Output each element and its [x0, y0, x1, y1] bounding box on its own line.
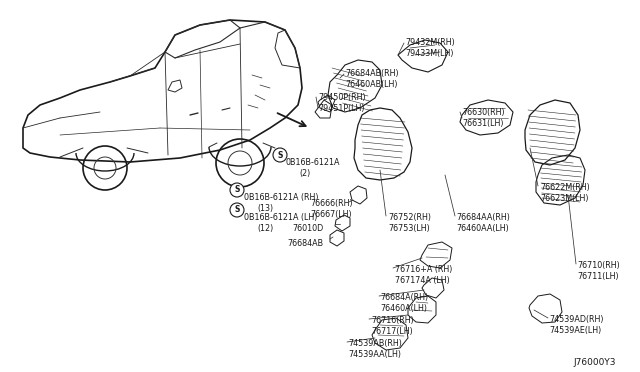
Text: 76716(RH): 76716(RH) [371, 316, 413, 325]
Text: 76716+A (RH): 76716+A (RH) [395, 265, 452, 274]
Text: 0B16B-6121A (RH): 0B16B-6121A (RH) [244, 193, 319, 202]
Text: 76710(RH): 76710(RH) [577, 261, 620, 270]
Text: S: S [277, 151, 283, 160]
Text: 76460AA(LH): 76460AA(LH) [456, 224, 509, 233]
Text: 74539AA(LH): 74539AA(LH) [348, 350, 401, 359]
Text: 79450P(RH): 79450P(RH) [318, 93, 365, 102]
Text: 79433M(LH): 79433M(LH) [405, 49, 454, 58]
Text: 76623M(LH): 76623M(LH) [540, 194, 589, 203]
Text: 76667(LH): 76667(LH) [310, 210, 351, 219]
Text: 76717(LH): 76717(LH) [371, 327, 413, 336]
Text: (12): (12) [257, 224, 273, 233]
Text: 0B16B-6121A: 0B16B-6121A [286, 158, 340, 167]
Text: 74539AB(RH): 74539AB(RH) [348, 339, 402, 348]
Text: 79432M(RH): 79432M(RH) [405, 38, 455, 47]
Text: 74539AE(LH): 74539AE(LH) [549, 326, 601, 335]
Text: 76460AB(LH): 76460AB(LH) [345, 80, 397, 89]
Text: 76684AA(RH): 76684AA(RH) [456, 213, 510, 222]
Text: 76752(RH): 76752(RH) [388, 213, 431, 222]
Circle shape [230, 183, 244, 197]
Text: S: S [234, 186, 240, 195]
Text: (2): (2) [299, 169, 310, 178]
Text: 0B16B-6121A (LH): 0B16B-6121A (LH) [244, 213, 317, 222]
Text: 76622M(RH): 76622M(RH) [540, 183, 589, 192]
Text: 76666(RH): 76666(RH) [310, 199, 353, 208]
Text: 76630(RH): 76630(RH) [462, 108, 504, 117]
Text: 76631(LH): 76631(LH) [462, 119, 504, 128]
Text: 76753(LH): 76753(LH) [388, 224, 429, 233]
Text: 76684A(RH): 76684A(RH) [380, 293, 428, 302]
Circle shape [273, 148, 287, 162]
Text: 76684AB: 76684AB [287, 239, 323, 248]
Text: (13): (13) [257, 204, 273, 213]
Text: 79451P(LH): 79451P(LH) [318, 104, 365, 113]
Circle shape [230, 203, 244, 217]
Text: J76000Y3: J76000Y3 [573, 358, 616, 367]
Text: 76010D: 76010D [292, 224, 323, 233]
Text: 767174A (LH): 767174A (LH) [395, 276, 450, 285]
Text: 74539AD(RH): 74539AD(RH) [549, 315, 604, 324]
Text: 76460A(LH): 76460A(LH) [380, 304, 427, 313]
Text: 76684AB(RH): 76684AB(RH) [345, 69, 399, 78]
Text: S: S [234, 205, 240, 215]
Text: 76711(LH): 76711(LH) [577, 272, 619, 281]
